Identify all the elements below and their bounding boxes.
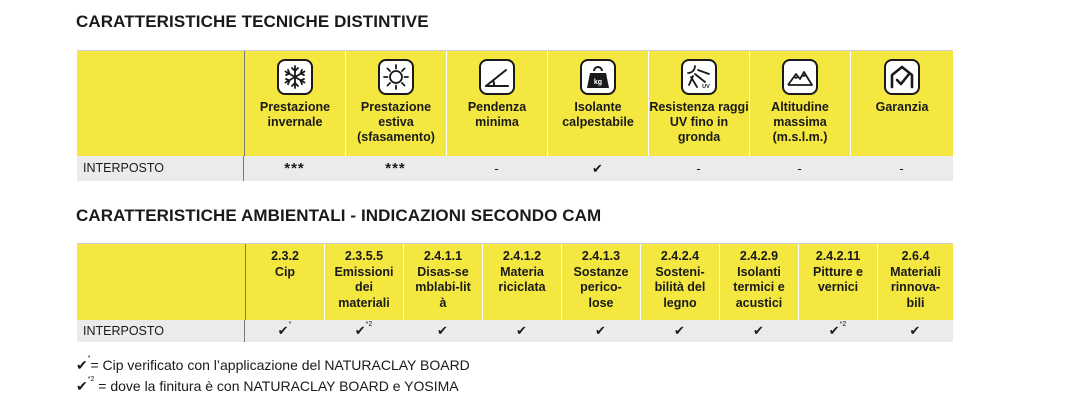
- svg-text:kg: kg: [594, 79, 602, 86]
- col-cam-2-6-4: 2.6.4 Materiali rinnova-bili: [890, 249, 941, 310]
- section-title-technical: CARATTERISTICHE TECNICHE DISTINTIVE: [76, 12, 429, 31]
- table-row: INTERPOSTO *** *** - ✔ - - -: [77, 156, 953, 181]
- cell-summer: ***: [385, 160, 406, 177]
- cell-winter: ***: [284, 160, 305, 177]
- cell-cam-1: ✔*2: [354, 321, 373, 338]
- cell-warranty: -: [899, 161, 904, 176]
- col-winter: Prestazione invernale: [245, 51, 346, 156]
- col-slope: Pendenza minima: [447, 51, 548, 156]
- cell-altitude: -: [797, 161, 802, 176]
- col-cam-2-4-1-1: 2.4.1.1 Disas-semblabi-lità: [404, 244, 483, 320]
- col-summer: Prestazione estiva (sfasamento): [346, 51, 447, 156]
- col-cam-2-4-2-11: 2.4.2.11 Pitture e vernici: [799, 244, 878, 320]
- cell-slope: -: [494, 161, 499, 176]
- col-altitude: Altitudine massima (m.s.l.m.): [750, 51, 851, 156]
- environmental-table-header: 2.3.2 Cip 2.3.5.5 Emissioni dei materiali …: [77, 244, 953, 320]
- snowflake-icon: [277, 59, 313, 95]
- col-cam-2-3-2: 2.3.2 Cip: [246, 244, 325, 320]
- section-title-environmental: CARATTERISTICHE AMBIENTALI - INDICAZIONI…: [76, 206, 602, 225]
- technical-table: Prestazione invernale Prestazione estiva…: [77, 50, 953, 181]
- row-label: INTERPOSTO: [77, 320, 245, 342]
- col-cam-2-4-2-4: 2.4.2.4 Sosteni-bilità del legno: [641, 244, 720, 320]
- footnote-finish: ✔*2 = dove la finitura è con NATURACLAY …: [76, 376, 459, 394]
- slope-icon: [479, 59, 515, 95]
- col-cam-2-4-1-3: 2.4.1.3 Sostanze perico-lose: [562, 244, 641, 320]
- cell-walkable: ✔: [592, 160, 603, 176]
- uv-icon: UV: [681, 59, 717, 95]
- col-cam-2-3-5-5: 2.3.5.5 Emissioni dei materiali: [325, 244, 404, 320]
- weight-icon: kg: [580, 59, 616, 95]
- col-cam-2-4-2-9: 2.4.2.9 Isolanti termici e acustici: [720, 244, 799, 320]
- col-walkable: kg Isolante calpestabile: [548, 51, 649, 156]
- cell-uv: -: [696, 161, 701, 176]
- row-label: INTERPOSTO: [77, 156, 244, 181]
- cell-cam-5: ✔: [674, 323, 685, 338]
- col-cam-2-4-1-2: 2.4.1.2 Materia riciclata: [483, 244, 562, 320]
- table-row: INTERPOSTO ✔* ✔*2 ✔ ✔ ✔ ✔ ✔ ✔*2 ✔: [77, 320, 953, 342]
- footnote-cip: ✔*= Cip verificato con l’applicazione de…: [76, 355, 470, 373]
- cell-cam-6: ✔: [753, 323, 764, 338]
- sun-icon: [378, 59, 414, 95]
- cell-cam-7: ✔*2: [828, 321, 847, 338]
- house-check-icon: [884, 59, 920, 95]
- environmental-table: 2.3.2 Cip 2.3.5.5 Emissioni dei materiali …: [77, 243, 953, 342]
- cell-cam-4: ✔: [595, 323, 606, 338]
- cell-cam-8: ✔: [909, 323, 921, 338]
- svg-text:UV: UV: [702, 84, 710, 90]
- technical-table-header: Prestazione invernale Prestazione estiva…: [77, 51, 953, 156]
- cell-cam-0: ✔*: [277, 321, 292, 338]
- cell-cam-2: ✔: [437, 323, 448, 338]
- col-warranty: Garanzia: [851, 51, 953, 156]
- mountain-icon: [782, 59, 818, 95]
- col-uv: UV Resistenza raggi UV fino in gronda: [649, 51, 750, 156]
- cell-cam-3: ✔: [516, 323, 527, 338]
